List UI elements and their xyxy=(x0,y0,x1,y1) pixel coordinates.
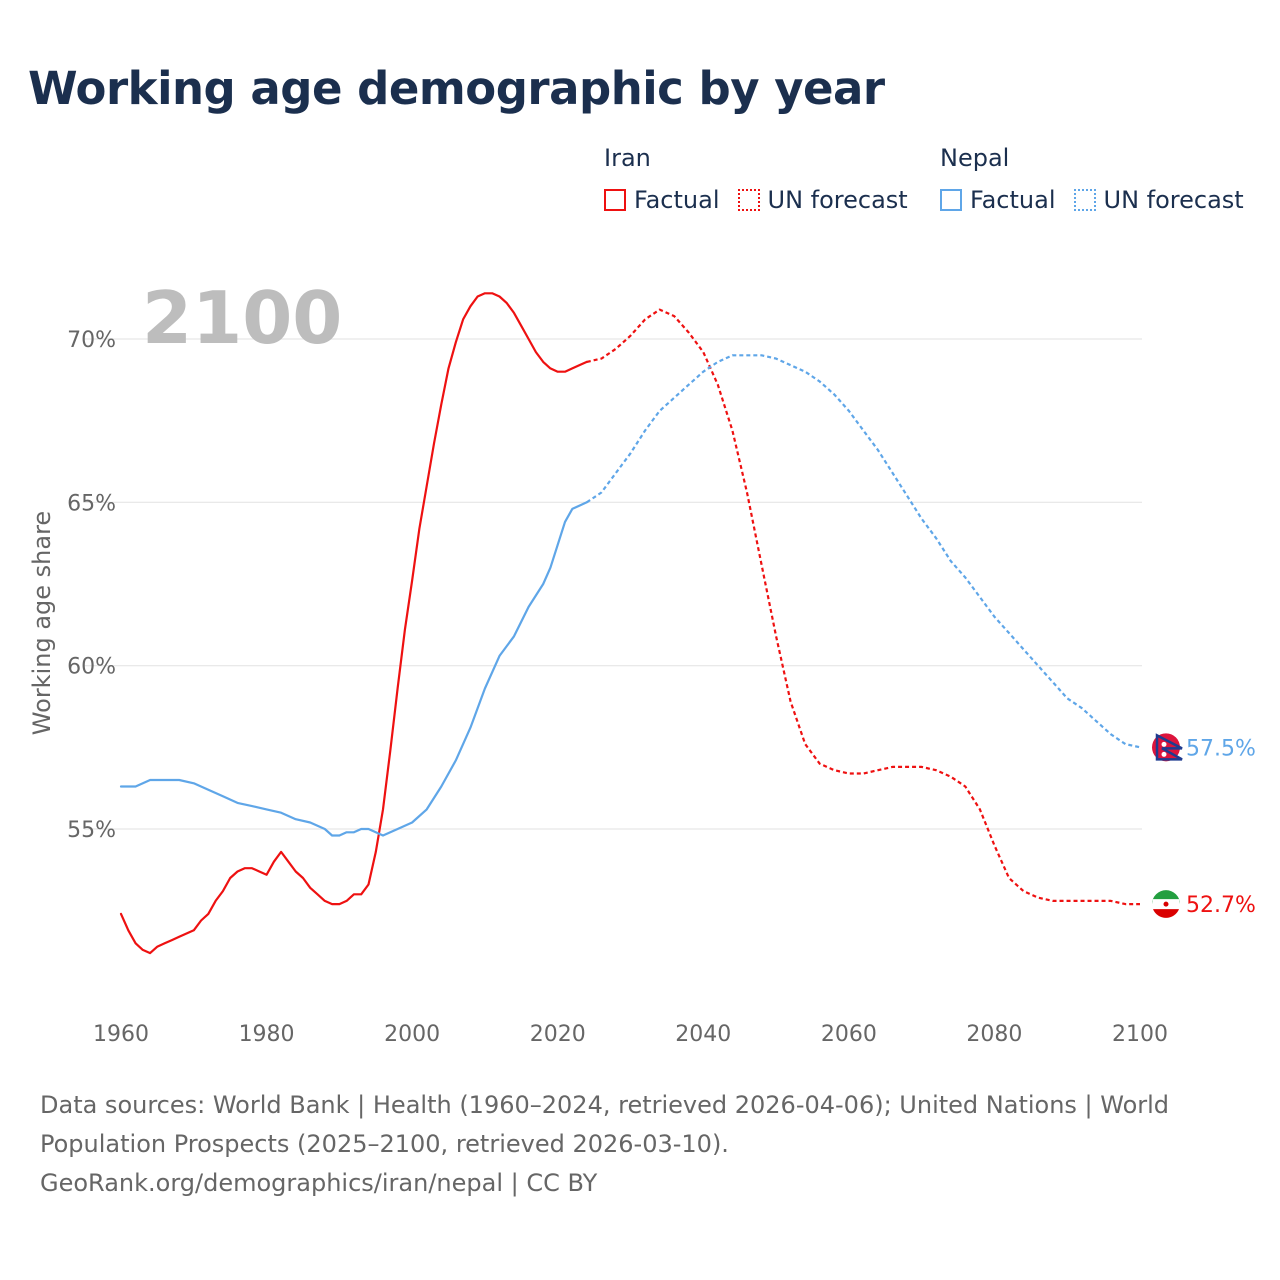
series-line-nepal-factual xyxy=(119,501,588,837)
iran-flag-emblem xyxy=(1163,901,1169,907)
legend-country-iran: Iran xyxy=(604,144,651,172)
nepal-flag-sun xyxy=(1161,751,1167,757)
legend-label-nepal-factual: Factual xyxy=(970,186,1056,214)
series-line-iran-factual xyxy=(119,292,588,955)
series-lines xyxy=(119,292,1141,955)
legend-item-nepal-factual[interactable]: Factual xyxy=(940,186,1056,214)
legend-label-iran-forecast: UN forecast xyxy=(767,186,908,214)
legend-group-nepal: Nepal Factual UN forecast xyxy=(940,144,1262,214)
y-axis-label: Working age share xyxy=(28,511,56,735)
line-chart: 2100 Working age share 55% 60% 65% 70% 1960… xyxy=(28,276,1256,1047)
legend-swatch-iran-factual xyxy=(604,189,626,211)
gridlines xyxy=(84,338,1142,830)
end-marker-iran: 52.7% xyxy=(1152,890,1256,919)
iran-flag-green-band xyxy=(1152,890,1181,905)
x-tick-label: 2020 xyxy=(530,1022,586,1047)
legend-swatch-nepal-forecast xyxy=(1073,189,1096,211)
x-tick-label: 2080 xyxy=(966,1022,1022,1047)
series-line-iran-forecast xyxy=(586,308,1140,906)
end-value-label-nepal: 57.5% xyxy=(1186,736,1256,761)
legend-item-nepal-forecast[interactable]: UN forecast xyxy=(1073,186,1244,214)
legend-item-iran-forecast[interactable]: UN forecast xyxy=(737,186,908,214)
legend-swatch-iran-forecast xyxy=(737,189,760,211)
series-line-nepal-forecast xyxy=(586,354,1141,749)
year-watermark: 2100 xyxy=(142,276,342,360)
footer: Data sources: World Bank | Health (1960–… xyxy=(40,1086,1240,1203)
y-tick-label: 70% xyxy=(67,328,116,353)
end-value-label-iran: 52.7% xyxy=(1186,893,1256,918)
x-tick-label: 2000 xyxy=(384,1022,440,1047)
legend-label-nepal-forecast: UN forecast xyxy=(1103,186,1244,214)
y-tick-label: 65% xyxy=(67,491,116,516)
legend-country-nepal: Nepal xyxy=(940,144,1010,172)
x-tick-label: 1960 xyxy=(93,1022,149,1047)
y-tick-labels: 55% 60% 65% 70% xyxy=(67,328,116,843)
footer-sources-line-2: Population Prospects (2025–2100, retriev… xyxy=(40,1130,729,1158)
chart-title: Working age demographic by year xyxy=(28,62,885,115)
x-tick-label: 1980 xyxy=(239,1022,295,1047)
legend-swatch-nepal-factual xyxy=(940,189,962,211)
footer-sources-line-1: Data sources: World Bank | Health (1960–… xyxy=(40,1091,1170,1119)
end-markers: 57.5% 52.7% xyxy=(1152,733,1256,919)
x-tick-labels: 1960 1980 2000 2020 2040 2060 2080 2100 xyxy=(93,1022,1168,1047)
legend-group-iran: Iran Factual UN forecast xyxy=(604,144,926,214)
x-tick-label: 2040 xyxy=(675,1022,731,1047)
iran-flag-red-band xyxy=(1153,909,1179,918)
end-marker-nepal: 57.5% xyxy=(1152,733,1256,762)
nepal-flag-moon xyxy=(1161,741,1167,747)
legend-label-iran-factual: Factual xyxy=(634,186,720,214)
y-tick-label: 55% xyxy=(67,818,116,843)
x-tick-label: 2100 xyxy=(1112,1022,1168,1047)
x-tick-label: 2060 xyxy=(821,1022,877,1047)
legend-item-iran-factual[interactable]: Factual xyxy=(604,186,720,214)
footer-credit[interactable]: GeoRank.org/demographics/iran/nepal | CC… xyxy=(40,1169,598,1197)
y-tick-label: 60% xyxy=(67,655,116,680)
